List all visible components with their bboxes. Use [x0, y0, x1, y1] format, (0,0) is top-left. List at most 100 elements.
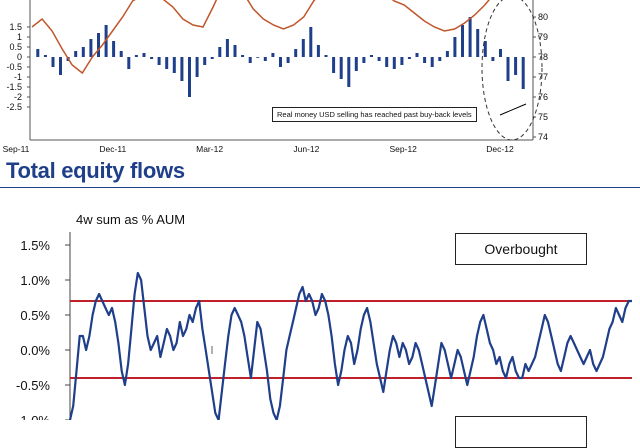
right-tick-label: 81 — [538, 0, 548, 2]
flow-bar — [294, 49, 298, 57]
right-tick-label: 76 — [538, 92, 548, 102]
x-tick-label: Sep-12 — [389, 144, 417, 154]
flow-bar — [241, 55, 245, 57]
bottom-y-tick-label: -0.5% — [16, 378, 50, 393]
flow-bar — [499, 49, 502, 57]
overbought-label: Overbought — [455, 233, 587, 265]
flow-bar — [476, 29, 480, 57]
flow-bar — [377, 57, 381, 61]
flow-bar — [468, 17, 472, 57]
flow-bar — [430, 57, 434, 67]
left-tick-label: -2 — [14, 92, 22, 102]
flow-bar — [400, 57, 404, 65]
flow-bar — [43, 55, 47, 57]
right-tick-label: 78 — [538, 52, 548, 62]
flow-bar — [506, 57, 510, 81]
flow-bar — [453, 37, 457, 57]
price-line — [31, 0, 490, 75]
flow-bar — [392, 57, 396, 69]
flow-bar — [423, 57, 427, 63]
flow-bar — [339, 57, 343, 79]
bottom-label-box — [455, 416, 587, 448]
flow-bar — [97, 33, 100, 57]
x-tick-label: Jun-12 — [293, 144, 319, 154]
flow-bar — [438, 57, 442, 61]
flow-bar — [112, 41, 116, 57]
flow-bar — [180, 57, 184, 81]
section-title: Total equity flows — [6, 158, 185, 183]
flow-bar — [256, 57, 260, 58]
flow-bar — [347, 57, 351, 87]
flow-bar — [324, 55, 328, 57]
bottom-y-tick-label: 0.0% — [20, 343, 50, 358]
flow-bar — [165, 57, 169, 69]
equity-flow-line — [68, 271, 632, 420]
title-rule — [0, 187, 640, 188]
right-tick-label: 74 — [538, 132, 548, 142]
top-chart: 1.510.50-0.5-1-1.5-2-2.5 81 80 79 78 77 76 75 74… — [3, 0, 548, 154]
flow-bar — [354, 57, 358, 71]
flow-bar — [385, 57, 389, 67]
flow-bar — [188, 57, 191, 97]
flow-bar — [263, 57, 267, 61]
flow-bar — [218, 47, 222, 57]
left-tick-label: -0.5 — [6, 62, 22, 72]
flow-bar — [51, 57, 55, 67]
flow-bar — [316, 45, 320, 57]
x-tick-label: Dec-11 — [99, 144, 126, 154]
flow-bar — [74, 51, 78, 57]
bottom-y-tick-label: -1.0% — [16, 413, 50, 420]
flow-bar — [195, 57, 199, 77]
flow-bar — [81, 47, 85, 57]
flow-bar — [271, 53, 275, 57]
flow-bar — [203, 57, 207, 65]
left-tick-label: 1 — [17, 32, 22, 42]
flow-bar — [142, 53, 146, 57]
chart-annotation: Real money USD selling has reached past … — [272, 107, 477, 122]
flow-bar — [119, 51, 123, 57]
flow-bar — [150, 57, 154, 59]
left-tick-label: 0 — [17, 52, 22, 62]
left-tick-label: 1.5 — [9, 22, 22, 32]
flow-bar — [172, 57, 176, 73]
flow-bar — [301, 39, 305, 57]
flow-bar — [157, 57, 161, 65]
bottom-y-tick-label: 1.0% — [20, 273, 50, 288]
bottom-y-tick-label: 0.5% — [20, 308, 50, 323]
annotation-arrow — [499, 103, 527, 116]
flow-bar — [445, 51, 449, 57]
flow-bar — [286, 57, 290, 63]
x-tick-label: Dec-12 — [486, 144, 514, 154]
left-tick-label: -1.5 — [6, 82, 22, 92]
right-tick-label: 80 — [538, 12, 548, 22]
charts-canvas: 1.510.50-0.5-1-1.5-2-2.5 81 80 79 78 77 76 75 74… — [3, 0, 632, 420]
flow-bar — [521, 57, 525, 89]
bottom-chart: 1.5% 1.0% 0.5% 0.0% -0.5% -1.0% — [16, 232, 632, 420]
right-tick-label: 75 — [538, 112, 548, 122]
flow-bar — [309, 27, 313, 57]
bottom-y-tick-label: 1.5% — [20, 238, 50, 253]
highlight-ellipse — [481, 0, 543, 141]
flow-bar — [332, 57, 336, 73]
flow-bar — [483, 41, 487, 57]
flow-bar — [461, 25, 464, 57]
flow-bar — [362, 57, 366, 63]
right-tick-label: 79 — [538, 32, 548, 42]
flow-bar — [134, 55, 138, 57]
flow-bar — [59, 57, 62, 75]
flow-bar — [407, 57, 411, 59]
flow-bar — [36, 49, 40, 57]
right-tick-label: 77 — [538, 72, 548, 82]
flow-bar — [415, 53, 419, 57]
flow-bar — [233, 45, 237, 57]
x-tick-label: Mar-12 — [196, 144, 223, 154]
left-tick-label: -2.5 — [6, 102, 22, 112]
flow-bar — [279, 57, 282, 67]
left-tick-label: 0.5 — [9, 42, 22, 52]
flow-bar — [225, 39, 229, 57]
left-tick-label: -1 — [14, 72, 22, 82]
chart-subtitle: 4w sum as % AUM — [76, 212, 186, 227]
flow-bar — [248, 57, 252, 63]
x-tick-label: Sep-11 — [3, 144, 30, 154]
flow-bar — [370, 55, 373, 57]
